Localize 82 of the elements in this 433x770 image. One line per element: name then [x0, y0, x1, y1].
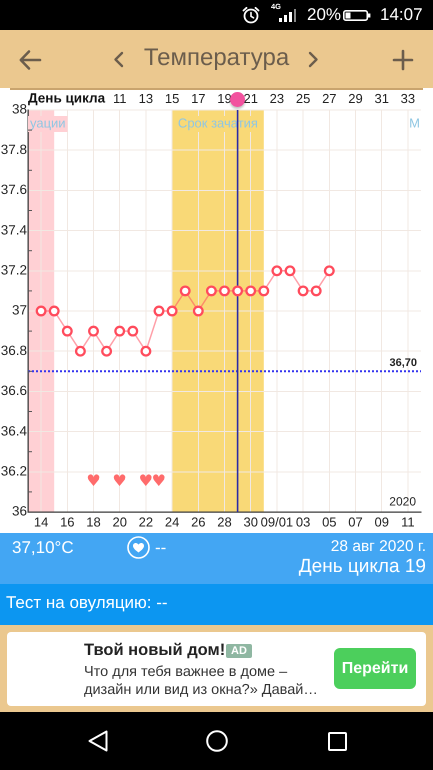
y-tick-label: 37.6: [0, 182, 27, 198]
point: [245, 285, 256, 296]
x-tick-label: 20: [112, 514, 127, 530]
point: [324, 265, 335, 276]
text: 37,10°C: [12, 538, 74, 558]
y-tick-label: 37: [12, 302, 27, 318]
point: [127, 326, 138, 337]
x2-tick-label: 31: [374, 90, 389, 106]
text: AD: [226, 644, 252, 658]
text: Тест на овуляцию: --: [6, 593, 168, 613]
x-tick-label: 05: [322, 514, 337, 530]
x2-tick-label: 15: [164, 90, 180, 106]
annotation: 2020: [389, 494, 416, 508]
x-tick-label: 24: [164, 514, 180, 530]
point: [271, 265, 282, 276]
point: [154, 306, 164, 316]
point: [258, 285, 270, 296]
point: [180, 285, 191, 296]
x2-tick-label: 25: [296, 90, 310, 106]
point: [206, 285, 217, 296]
annotation: ♥: [152, 471, 166, 490]
x-tick-label: 03: [296, 514, 310, 530]
point: [62, 326, 73, 337]
y-tick-label: 37.8: [0, 142, 27, 157]
x2-tick-label: 11: [112, 90, 126, 106]
y-tick-label: 36: [12, 504, 27, 519]
x-tick-label: 14: [34, 514, 48, 530]
y-tick-label: 36.2: [0, 464, 27, 479]
point: [88, 326, 99, 337]
x2-tick-label: 33: [400, 90, 416, 106]
x-tick-label: 26: [191, 514, 206, 530]
y-tick-label: 36.4: [0, 423, 28, 438]
annotation: М: [409, 116, 420, 131]
y-tick-label: 36.6: [0, 383, 27, 398]
band-label: уации: [30, 116, 66, 131]
text: Что для тебя важнее в доме – дизайн или вид из окна?» Давай…: [84, 663, 319, 699]
y-tick-label: 36.8: [0, 342, 27, 358]
point: [36, 306, 47, 316]
ref-line-label: 36,70: [389, 356, 417, 369]
point: [166, 306, 178, 316]
x-tick-label: 11: [401, 514, 415, 530]
y-tick-label: 38: [12, 102, 27, 117]
text: 20%: [307, 5, 342, 25]
point: [101, 346, 112, 357]
x-tick-label: 16: [60, 514, 75, 530]
x2-tick-label: 27: [322, 90, 337, 106]
x2-tick-label: 13: [138, 90, 154, 106]
point: [48, 306, 60, 316]
y-tick-label: 37.4: [0, 222, 28, 238]
annotation: ♥: [112, 471, 127, 490]
text: 28 авг 2020 г.: [330, 538, 426, 556]
x2-tick-label: 21: [243, 90, 258, 106]
point: [114, 326, 126, 337]
x-tick-label: 30: [243, 514, 258, 530]
annotation: ♥: [138, 471, 153, 490]
point: [284, 265, 296, 276]
y-tick-label: 37.2: [0, 262, 27, 278]
point: [298, 285, 309, 296]
text: 14:07: [380, 5, 423, 25]
text: День цикла 19: [298, 556, 426, 578]
x-tick-label: 09: [374, 514, 389, 530]
x-tick-label: 18: [86, 514, 101, 530]
text: --: [155, 538, 166, 558]
x-tick-label: 07: [348, 514, 363, 530]
x2-tick-label: 17: [191, 90, 206, 106]
point: [140, 346, 152, 357]
text: Перейти: [334, 648, 416, 689]
point: [219, 285, 230, 296]
x-tick-label: 09/01: [260, 514, 294, 530]
point: [232, 285, 244, 296]
point: [310, 285, 322, 296]
x-tick-label: 22: [138, 514, 154, 530]
x2-tick-label: 23: [270, 90, 284, 106]
x-tick-label: 28: [217, 514, 232, 530]
point: [74, 346, 86, 357]
point: [192, 306, 204, 316]
x2-axis-title: День цикла: [28, 90, 106, 106]
chart-title: Температура: [142, 44, 290, 72]
text: Твой новый дом!: [84, 641, 226, 660]
x2-tick-label: 19: [217, 90, 232, 106]
x2-tick-label: 29: [348, 90, 363, 106]
annotation: ♥: [86, 471, 101, 490]
